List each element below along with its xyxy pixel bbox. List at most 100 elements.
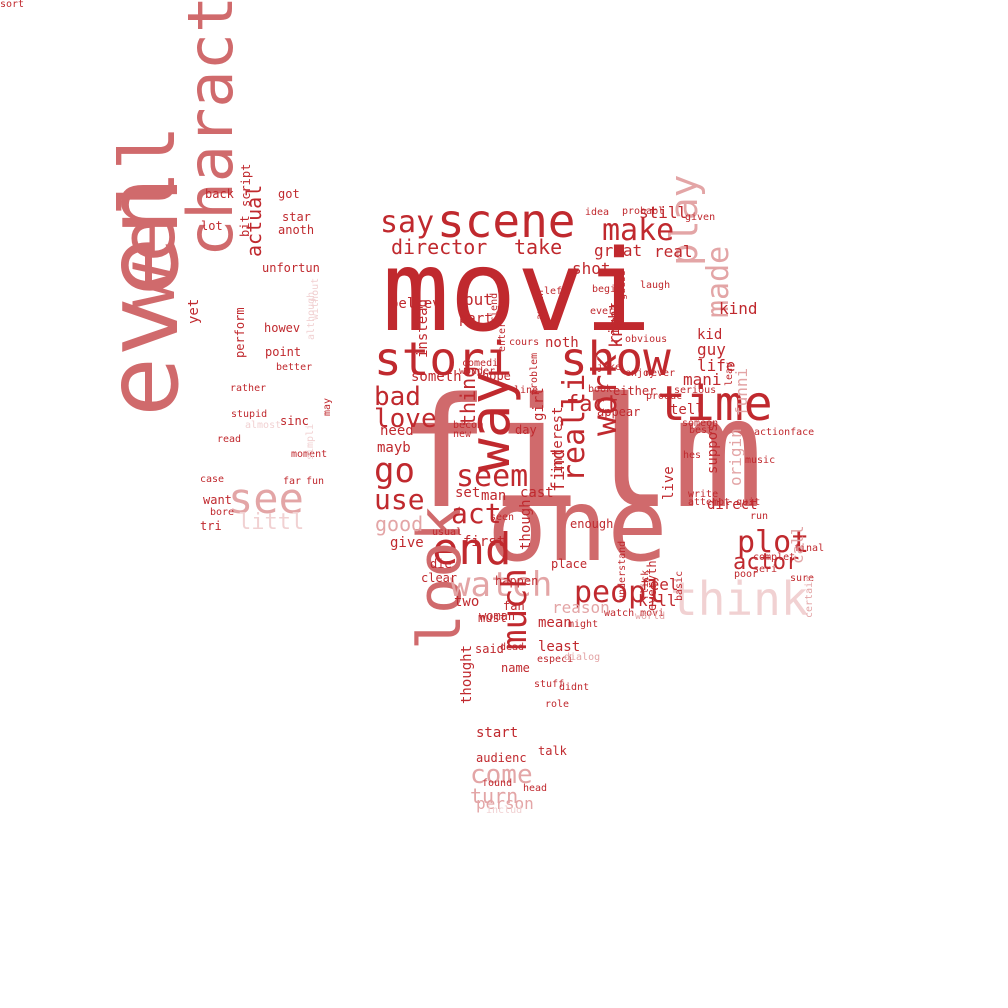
cloud-word: life (697, 356, 736, 375)
cloud-word: appear (597, 405, 641, 419)
cloud-word: act (451, 497, 502, 530)
cloud-word: far (283, 476, 302, 487)
cloud-word: wonder (459, 366, 496, 377)
cloud-word: audienc (476, 751, 527, 765)
cloud-word: enough (570, 517, 614, 531)
cloud-word: tell (670, 402, 704, 418)
cloud-word: especi (537, 654, 574, 665)
cloud-word: talk (538, 744, 567, 758)
cloud-word: simpli (305, 423, 316, 460)
cloud-word: believ (390, 296, 441, 312)
cloud-word: even (84, 176, 201, 417)
cloud-word: bit (238, 215, 252, 237)
cloud-word: includ (486, 805, 523, 816)
cloud-word: dead (500, 642, 525, 653)
cloud-word: watch movi (604, 608, 665, 619)
cloud-word: hope (482, 369, 511, 383)
cloud-word: funni (732, 367, 751, 416)
cloud-word: leav (724, 361, 735, 386)
cloud-word: actor (733, 550, 800, 575)
cloud-word: lot (201, 219, 223, 233)
cloud-word: person (476, 794, 534, 813)
cloud-word: anoth (278, 223, 315, 237)
cloud-word: seri (753, 564, 778, 575)
cloud-word: back (205, 187, 234, 201)
cloud-word: someth (411, 369, 462, 385)
cloud-word: yet (186, 298, 202, 324)
cloud-word: shot (572, 259, 611, 278)
cloud-word: stuff (534, 679, 565, 690)
cloud-word: obvious (625, 334, 668, 345)
cloud-word: great (594, 241, 643, 260)
cloud-word: point (265, 345, 302, 359)
cloud-word: show (560, 332, 671, 386)
cloud-word: music (745, 455, 776, 466)
cloud-word: usual (432, 527, 463, 538)
cloud-word: thought (459, 644, 475, 704)
cloud-word: stupid (231, 409, 268, 420)
cloud-word: say (380, 205, 435, 240)
cloud-word: kill (638, 591, 677, 610)
cloud-word: book (588, 384, 613, 395)
cloud-word: hes (683, 450, 702, 461)
cloud-word: place (551, 557, 588, 571)
cloud-word: instead (415, 298, 431, 358)
cloud-word: want (203, 493, 232, 507)
cloud-word: set (455, 485, 481, 501)
cloud-word: put (464, 290, 493, 309)
cloud-word: unfortun (262, 261, 320, 275)
cloud-word: comedi (462, 358, 499, 369)
cloud-word: seen (490, 512, 515, 523)
cloud-word: live (661, 466, 677, 500)
cloud-word: poor (734, 569, 759, 580)
cloud-word: never (645, 368, 676, 379)
cloud-word: problem (529, 352, 540, 395)
cloud-word: mean (538, 615, 572, 631)
cloud-word: script (239, 163, 253, 207)
cloud-word: director (391, 235, 488, 259)
cloud-word: part (459, 311, 493, 327)
cloud-word: case (200, 474, 225, 485)
cloud-word: come (470, 760, 533, 790)
cloud-word: good (375, 512, 424, 536)
cloud-word: day (515, 423, 537, 437)
cloud-word: run (750, 511, 769, 522)
cloud-word: watch (450, 565, 553, 605)
cloud-word: final (794, 543, 825, 554)
cloud-word: start (476, 725, 519, 741)
cloud-word: read (217, 434, 242, 445)
cloud-word: rather (230, 383, 267, 394)
cloud-word: everi (590, 306, 621, 317)
cloud-word: world (635, 611, 666, 622)
cloud-word: laugh (640, 280, 671, 291)
cloud-word: though (518, 499, 534, 550)
cloud-word: give (390, 535, 424, 551)
cloud-word: end (432, 524, 512, 575)
cloud-word: reason (552, 598, 610, 617)
cloud-word: joke (597, 362, 622, 373)
cloud-word: enjoy (625, 368, 656, 379)
cloud-word: make (602, 213, 675, 248)
cloud-word: happen (495, 574, 539, 588)
cloud-word: everyth (645, 560, 659, 611)
cloud-word: still (639, 203, 688, 222)
cloud-word: two (454, 594, 480, 610)
cloud-word: complet (753, 552, 796, 563)
cloud-word: guy (697, 340, 726, 359)
cloud-word: take (514, 235, 563, 259)
cloud-word: given (685, 212, 716, 223)
cloud-word: noth (545, 335, 579, 351)
cloud-word: cours (509, 337, 540, 348)
cloud-word: movi (382, 227, 652, 357)
cloud-word: howev (264, 321, 301, 335)
cloud-word: perform (233, 307, 247, 358)
cloud-word: love (374, 404, 437, 434)
cloud-word: kind (719, 299, 758, 318)
cloud-word: littl (238, 510, 305, 535)
cloud-word: found (482, 778, 513, 789)
cloud-word: must (478, 611, 507, 625)
cloud-word: dialog (564, 652, 601, 663)
cloud-word: either (613, 384, 657, 398)
cloud-word: need (380, 423, 414, 439)
cloud-word: seem (456, 459, 529, 494)
